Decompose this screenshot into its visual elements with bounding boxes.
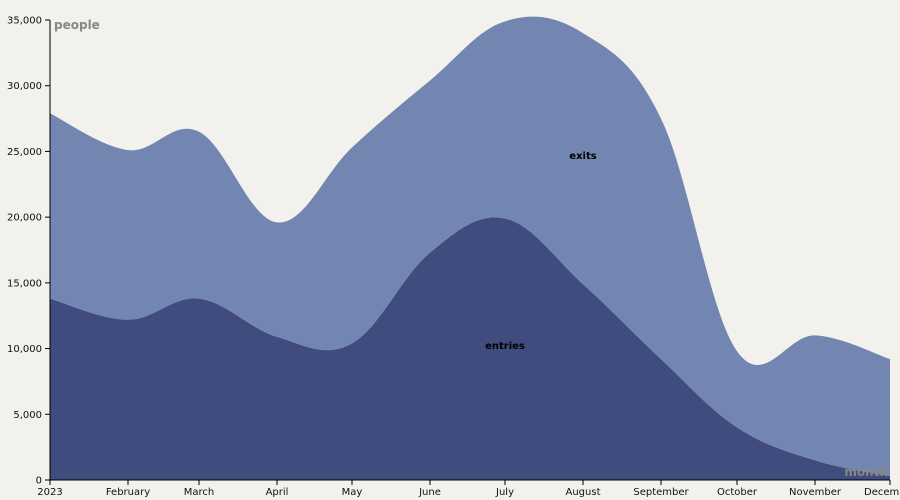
x-tick-label: April [266, 487, 289, 498]
x-tick-label: November [789, 487, 842, 498]
area-series-exits [50, 16, 890, 477]
y-tick-label: 20,000 [7, 213, 42, 224]
series-label-exits: exits [569, 151, 596, 162]
y-tick-label: 25,000 [7, 147, 42, 158]
x-tick-label: July [495, 487, 514, 498]
series-areas [50, 16, 890, 481]
x-tick-label: August [566, 487, 601, 498]
x-tick-label: October [717, 487, 758, 498]
y-tick-label: 0 [36, 476, 42, 487]
x-tick-label: 2023 [37, 487, 62, 498]
x-tick-label: June [418, 487, 441, 498]
series-labels: entries exits [485, 151, 597, 352]
x-tick-label: February [106, 487, 150, 498]
y-tick-label: 35,000 [7, 16, 42, 27]
y-tick-label: 30,000 [7, 81, 42, 92]
y-tick-label: 15,000 [7, 278, 42, 289]
y-axis-title: people [54, 18, 100, 32]
y-tick-label: 10,000 [7, 344, 42, 355]
series-label-entries: entries [485, 341, 525, 352]
y-tick-label: 5,000 [13, 410, 42, 421]
x-tick-label: March [184, 487, 214, 498]
x-tick-label: September [633, 487, 689, 498]
x-axis-title: month [844, 465, 888, 479]
y-axis: 0 5,000 10,000 15,000 20,000 25,000 30,000 35,0… [7, 16, 51, 487]
x-axis: 2023 February March April May June July August S… [37, 479, 900, 498]
x-tick-label: December [864, 487, 900, 498]
area-series-entries [50, 217, 890, 481]
x-tick-label: May [342, 487, 363, 498]
